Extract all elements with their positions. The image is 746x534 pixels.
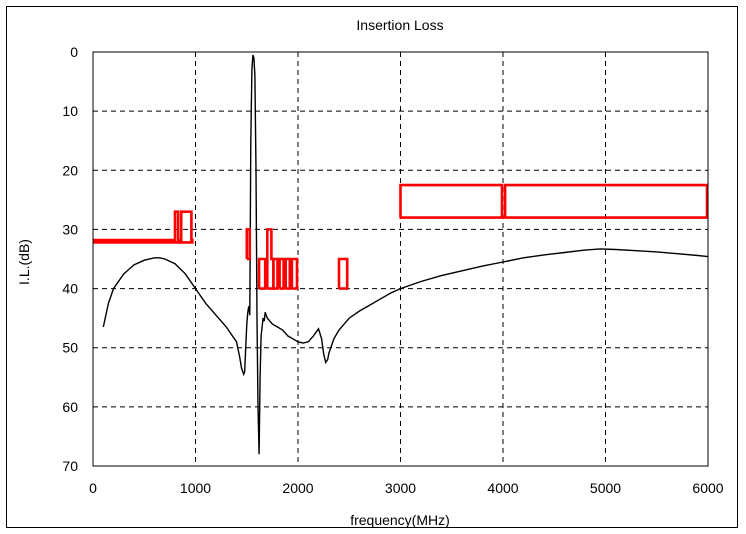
x-tick-label: 4000 — [487, 480, 518, 496]
spec-mask-line — [399, 183, 709, 219]
y-tick-label: 70 — [62, 458, 78, 474]
tick-labels: 0 1000 2000 3000 4000 5000 6000 0 10 20 30 40 50 60 70 — [62, 44, 723, 496]
spec-mask-line — [284, 257, 292, 290]
y-tick-label: 50 — [62, 340, 78, 356]
y-tick-label: 30 — [62, 221, 78, 237]
spec-mask-line — [257, 257, 267, 290]
y-tick-label: 40 — [62, 281, 78, 297]
y-tick-label: 0 — [70, 44, 78, 60]
spec-mask-line — [290, 257, 299, 290]
x-axis-label: frequency(MHz) — [350, 512, 450, 528]
x-tick-label: 2000 — [282, 480, 313, 496]
y-tick-label: 20 — [62, 162, 78, 178]
y-tick-label: 60 — [62, 399, 78, 415]
x-tick-label: 3000 — [385, 480, 416, 496]
x-tick-label: 0 — [89, 480, 97, 496]
measured-insertion-loss-line — [102, 54, 709, 455]
x-tick-label: 6000 — [692, 480, 723, 496]
plot-area — [92, 51, 709, 467]
chart-frame — [6, 6, 738, 528]
spec-mask-line — [272, 257, 279, 290]
y-tick-label: 10 — [62, 103, 78, 119]
y-axis-label: I.L.(dB) — [16, 239, 32, 285]
spec-mask-line — [245, 228, 252, 261]
grid-lines — [93, 52, 708, 466]
spec-mask-line — [278, 257, 285, 290]
x-tick-label: 5000 — [590, 480, 621, 496]
spec-mask-line — [93, 210, 194, 244]
x-tick-label: 1000 — [180, 480, 211, 496]
series-lines — [93, 54, 709, 455]
chart-title: Insertion Loss — [356, 17, 443, 33]
spec-mask-line — [337, 257, 349, 290]
